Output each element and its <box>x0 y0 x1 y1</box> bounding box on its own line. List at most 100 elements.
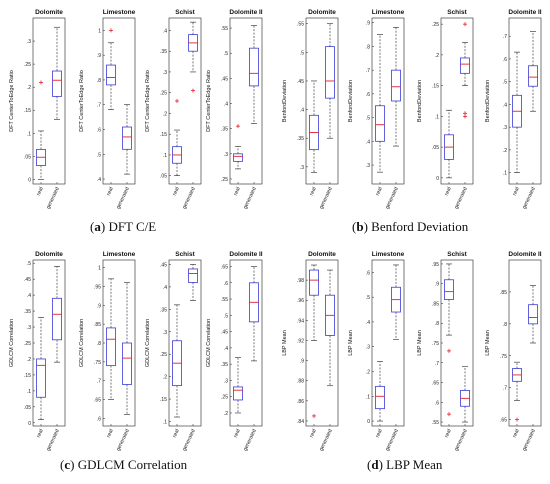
iqr-box <box>375 105 385 142</box>
box-real <box>172 304 182 418</box>
y-tick-label: .98 <box>297 278 304 284</box>
subplot-title: Limestone <box>103 251 136 258</box>
caption-b: (b) Benford Deviation <box>352 219 469 234</box>
iqr-box <box>460 57 470 74</box>
outlier-marker <box>463 22 467 27</box>
y-tick-label: .8 <box>366 44 370 50</box>
iqr-box <box>122 342 132 385</box>
y-tick-label: .3 <box>27 325 31 331</box>
x-tick-label: generated <box>318 428 333 452</box>
y-tick-label: .85 <box>500 290 507 296</box>
y-tick-label: .65 <box>221 265 228 271</box>
y-tick-label: .3 <box>300 165 304 171</box>
x-tick-label: generated <box>181 428 196 452</box>
y-tick-label: .1 <box>163 153 167 159</box>
box-generated <box>325 269 335 387</box>
iqr-box <box>188 268 198 283</box>
y-tick-label: .5 <box>503 80 507 86</box>
box-generated <box>528 285 538 344</box>
subplot-title: Schist <box>175 9 195 16</box>
x-tick-label: real <box>172 428 181 438</box>
y-axis-label: BenfordDeviation <box>485 80 491 122</box>
y-tick-label: .55 <box>221 26 228 32</box>
x-tick-label: real <box>172 186 181 196</box>
iqr-box <box>444 279 454 300</box>
axes-frame <box>168 259 202 427</box>
caption-a: (a) DFT C/E <box>90 219 157 234</box>
y-tick-label: 0 <box>28 421 31 427</box>
subplot-c-2: Limestone .6 .65 .7 .75 .8 .85 .9 .95 1 GDLCM Corr… <box>79 251 136 452</box>
y-tick-label: .35 <box>221 362 228 368</box>
subplot-title: Dolomite <box>308 251 336 258</box>
y-axis-label: LBP Mean <box>485 330 491 356</box>
subplot-b-2: Limestone .3 .4 .5 .6 .7 .8 .9 BenfordDeviation r… <box>348 9 405 210</box>
axes-frame <box>371 259 405 427</box>
y-tick-label: .55 <box>432 420 439 426</box>
y-axis-label: LBP Mean <box>417 330 423 356</box>
x-tick-label: real <box>233 186 242 196</box>
outlier-marker <box>236 124 240 129</box>
y-tick-label: .3 <box>163 70 167 76</box>
y-tick-label: .25 <box>24 62 31 68</box>
outlier-marker <box>463 111 467 116</box>
box-real <box>375 34 385 173</box>
y-tick-label: .35 <box>297 136 304 142</box>
y-tick-label: .2 <box>503 148 507 154</box>
x-tick-label: generated <box>521 186 536 210</box>
y-tick-label: .6 <box>366 270 370 276</box>
subplot-title: Dolomite <box>308 9 336 16</box>
box-generated <box>122 104 132 175</box>
x-tick-label: generated <box>384 428 399 452</box>
y-tick-label: .15 <box>160 132 167 138</box>
x-tick-label: real <box>512 428 521 438</box>
subplot-title: Limestone <box>103 9 136 16</box>
y-tick-label: .3 <box>224 152 228 158</box>
box-real <box>172 99 182 176</box>
x-tick-label: real <box>444 428 453 438</box>
y-tick-label: .3 <box>366 163 370 169</box>
y-tick-label: .9 <box>366 21 370 27</box>
axes-frame <box>229 17 263 185</box>
iqr-box <box>36 358 46 398</box>
axes-frame <box>440 259 474 427</box>
y-tick-label: .4 <box>163 285 167 291</box>
y-tick-label: 1 <box>98 28 101 34</box>
y-tick-label: .55 <box>221 297 228 303</box>
box-real <box>444 109 454 179</box>
y-tick-label: .5 <box>224 51 228 57</box>
box-real <box>106 278 116 400</box>
y-tick-label: .5 <box>300 50 304 56</box>
y-tick-label: .15 <box>24 108 31 114</box>
y-tick-label: .2 <box>163 375 167 381</box>
y-tick-label: .55 <box>297 22 304 28</box>
y-tick-label: .45 <box>221 76 228 82</box>
y-tick-label: .5 <box>366 116 370 122</box>
y-tick-label: .7 <box>503 34 507 40</box>
outlier-marker <box>109 28 113 33</box>
y-axis-label: BenfordDeviation <box>417 80 423 122</box>
subplot-b-3: Schist 0 .05 .1 .15 .2 .25 BenfordDeviation real… <box>417 9 474 210</box>
subplot-a-4: Dolomite II .25 .3 .35 .4 .45 .5 .55 DFT CenterT… <box>206 9 263 210</box>
y-tick-label: .45 <box>24 277 31 283</box>
y-tick-label: .8 <box>503 322 507 328</box>
x-tick-label: real <box>444 186 453 196</box>
y-tick-label: .9 <box>435 282 439 288</box>
y-tick-label: .2 <box>224 411 228 417</box>
outlier-marker <box>515 417 519 422</box>
axes-frame <box>102 17 136 185</box>
box-generated <box>528 31 538 112</box>
subplot-d-2: Limestone 0 .1 .2 .3 .4 .5 .6 LBP Mean real genera… <box>348 251 405 452</box>
y-tick-label: .25 <box>24 341 31 347</box>
axes-frame <box>508 259 542 427</box>
x-tick-label: real <box>36 186 45 196</box>
box-generated <box>391 27 401 147</box>
y-tick-label: .1 <box>27 131 31 137</box>
axes-frame <box>508 17 542 185</box>
subplot-title: Dolomite II <box>229 9 262 16</box>
x-tick-label: generated <box>45 186 60 210</box>
subplot-a-1: Dolomite 0 .05 .1 .15 .2 .25 .3 DFT CenterToEdge… <box>9 9 66 210</box>
y-tick-label: .86 <box>297 399 304 405</box>
y-tick-label: .5 <box>97 152 101 158</box>
y-tick-label: .3 <box>503 125 507 131</box>
